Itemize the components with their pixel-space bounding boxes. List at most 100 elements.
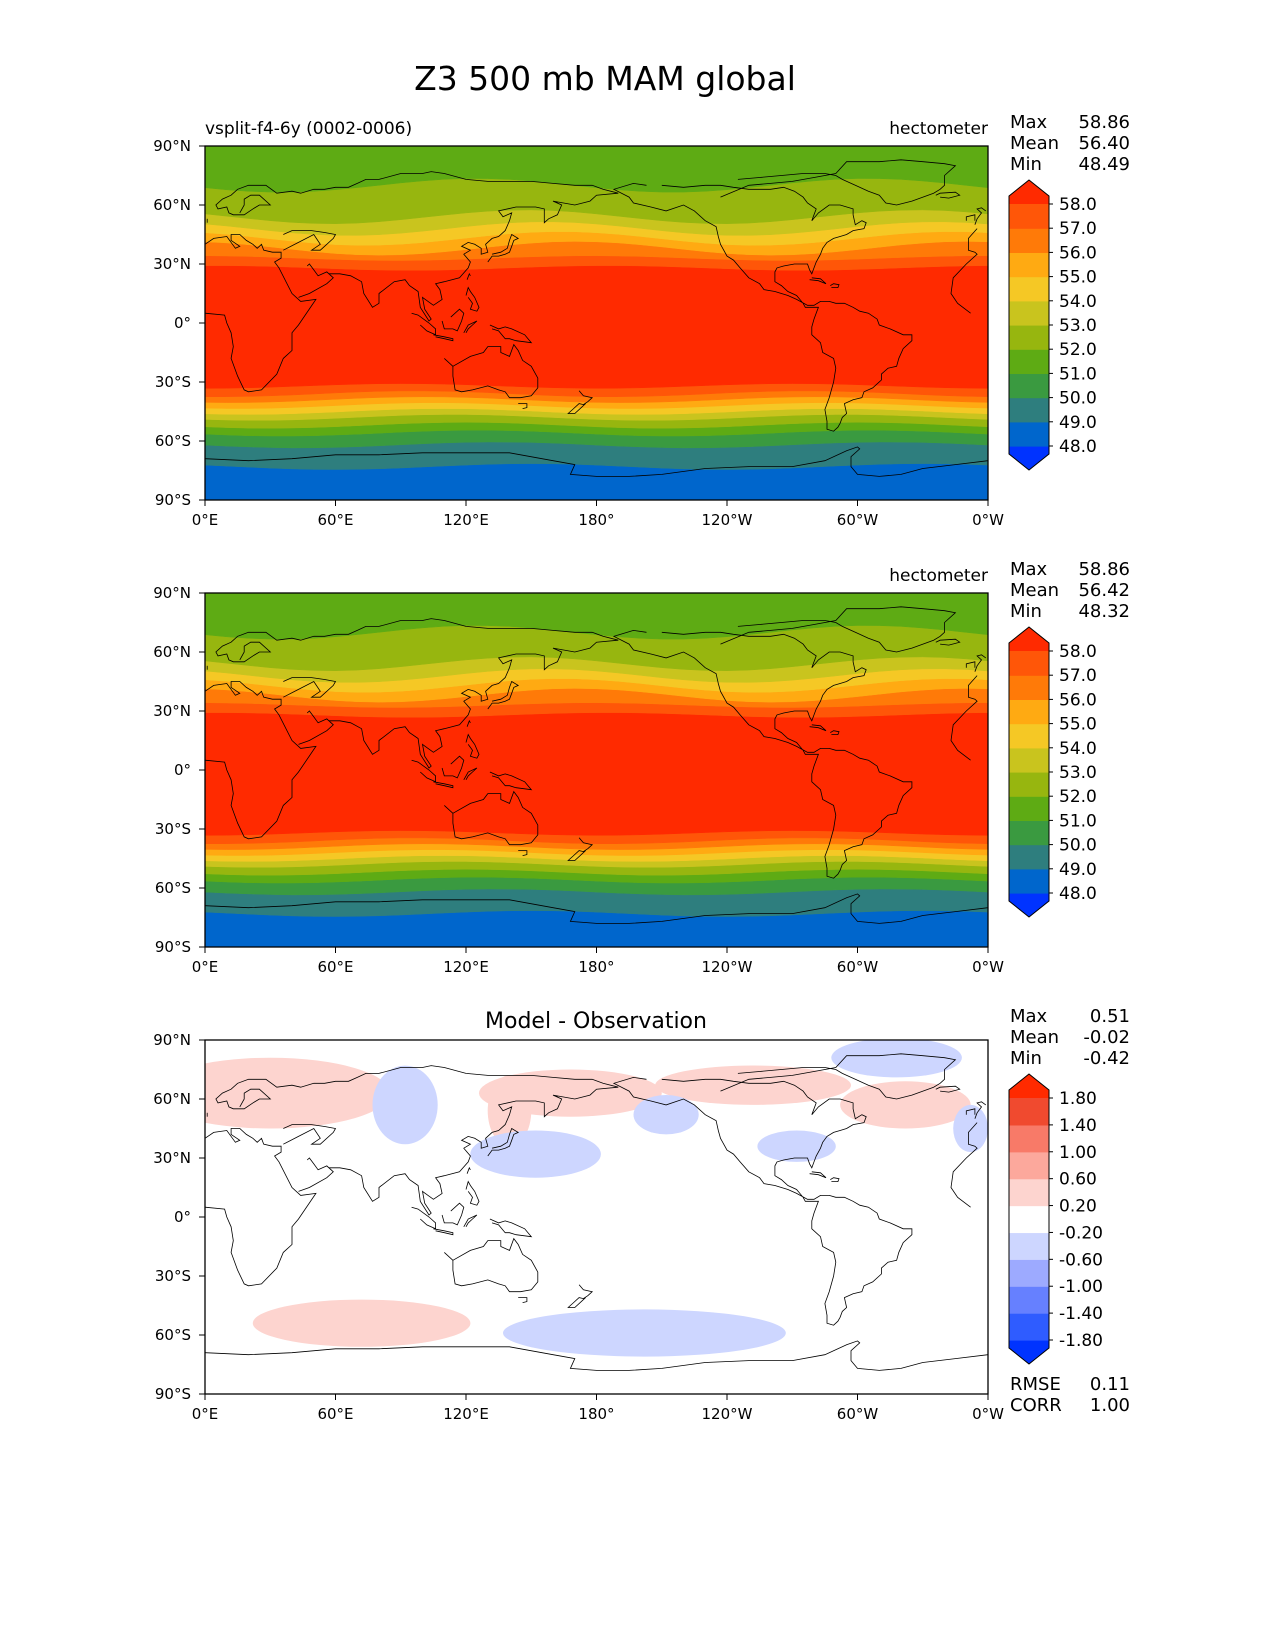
stats-box: Max 58.86 Mean 56.40 Min 48.49 — [1010, 112, 1130, 175]
colorbar-segment — [1009, 349, 1049, 374]
x-tick-label: 0°E — [192, 1405, 219, 1423]
coastline — [204, 1340, 989, 1371]
colorbar-segment — [1009, 820, 1049, 846]
x-tick-label: 60°W — [837, 958, 879, 976]
units-label: hectometer — [889, 566, 988, 586]
colorbar-tick-label: 54.0 — [1059, 292, 1097, 312]
units-label: hectometer — [889, 119, 988, 139]
coastline — [466, 272, 471, 280]
x-tick-label: 120°E — [443, 511, 489, 529]
contour-band — [205, 265, 988, 389]
colorbar-extend-low — [1009, 446, 1049, 470]
x-tick-label: 60°E — [317, 1405, 353, 1423]
y-tick-label: 30°N — [153, 702, 191, 720]
coastline — [830, 283, 840, 289]
colorbar: 48.0 49.0 50.0 51.0 52.0 53.0 54.0 55.0 56.0 57.0… — [1008, 626, 1097, 918]
stats-box: Max 58.86 Mean 56.42 Min 48.32 — [1010, 559, 1130, 622]
stat-label: Max — [1010, 112, 1048, 133]
coastline — [720, 606, 957, 653]
positive-anomaly — [840, 1081, 971, 1129]
panel-subtitle-left: vsplit-f4-6y (0002-0006) — [205, 119, 412, 139]
y-tick-label: 30°S — [155, 373, 191, 391]
coastlines — [204, 606, 989, 924]
x-tick-label: 60°W — [837, 511, 879, 529]
colorbar-segment — [1009, 747, 1049, 773]
coastline — [283, 1124, 337, 1145]
colorbar-tick-label: 56.0 — [1059, 690, 1097, 710]
colorbar-tick-label: 58.0 — [1059, 642, 1097, 662]
colorbar-tick-label: 58.0 — [1059, 195, 1097, 215]
coastline — [950, 228, 978, 314]
coastline — [463, 320, 478, 333]
colorbar-tick-label: 56.0 — [1059, 243, 1097, 263]
coastline — [612, 182, 913, 432]
x-tick-label: 120°W — [702, 511, 753, 529]
coastline — [830, 1177, 840, 1183]
stat-label: Mean — [1010, 133, 1059, 154]
negative-anomaly — [633, 1095, 699, 1135]
x-tick-label: 0°E — [192, 511, 219, 529]
x-tick-label: 60°E — [317, 511, 353, 529]
stat-value: 0.51 — [1090, 1006, 1130, 1027]
coastline — [466, 1166, 471, 1174]
coastline — [487, 680, 520, 710]
contour-band — [205, 712, 988, 836]
x-tick-label: 0°W — [972, 1405, 1004, 1423]
colorbar-segment — [1009, 204, 1049, 229]
colorbar-segment — [1009, 1098, 1049, 1126]
coastline — [567, 1284, 594, 1308]
coastline — [283, 230, 337, 251]
colorbar-tick-label: 1.00 — [1059, 1143, 1097, 1163]
colorbar-tick-label: 53.0 — [1059, 316, 1097, 336]
y-tick-label: 30°S — [155, 1267, 191, 1285]
colorbar-segment — [1009, 1205, 1049, 1234]
colorbar-tick-label: 1.80 — [1059, 1089, 1097, 1109]
x-tick-label: 0°W — [972, 511, 1004, 529]
stat-value: 0.11 — [1090, 1374, 1130, 1395]
coastline — [974, 1101, 987, 1119]
y-axis: 90°N 60°N 30°N 0° 30°S 60°S 90°S — [153, 137, 205, 509]
colorbar-segment — [1009, 1259, 1049, 1287]
colorbar-tick-label: -0.60 — [1059, 1250, 1103, 1270]
stat-value: 58.86 — [1078, 112, 1130, 133]
coastlines — [204, 1053, 989, 1371]
coastline — [935, 191, 961, 199]
coastline — [830, 730, 840, 736]
colorbar-outline — [1008, 179, 1050, 471]
colorbar-outline — [1008, 1073, 1050, 1365]
colorbar: 48.0 49.0 50.0 51.0 52.0 53.0 54.0 55.0 56.0 57.0… — [1008, 179, 1097, 471]
positive-anomaly — [487, 1075, 532, 1147]
coastline — [809, 1171, 827, 1179]
coastline — [463, 767, 478, 780]
colorbar-tick-label: 57.0 — [1059, 666, 1097, 686]
colorbar-tick-label: 51.0 — [1059, 364, 1097, 384]
coastline — [204, 234, 317, 393]
x-tick-label: 120°W — [702, 958, 753, 976]
colorbar-tick-label: 57.0 — [1059, 219, 1097, 239]
colorbar-tick-label: 50.0 — [1059, 836, 1097, 856]
coastline — [809, 724, 827, 732]
coastline — [974, 207, 987, 225]
y-tick-label: 0° — [174, 314, 191, 332]
coastline — [720, 159, 957, 206]
colorbar-segment — [1009, 723, 1049, 749]
colorbar-segment — [1009, 1313, 1049, 1341]
coastline — [965, 1108, 976, 1115]
colorbar-segment — [1009, 844, 1049, 870]
contour-field — [205, 593, 988, 947]
y-tick-label: 90°N — [153, 1031, 191, 1049]
stat-label: Min — [1010, 154, 1042, 175]
stat-label: Max — [1010, 1006, 1048, 1027]
coastline — [567, 390, 594, 414]
colorbar-extend-high — [1009, 180, 1049, 204]
y-axis: 90°N 60°N 30°N 0° 30°S 60°S 90°S — [153, 584, 205, 956]
y-tick-label: 0° — [174, 1208, 191, 1226]
coastline — [518, 403, 528, 409]
x-tick-label: 180° — [578, 1405, 614, 1423]
panel-model: 0°E 60°E 120°E 180° 120°W 60°W 0°W 90°N 60°N 30°… — [153, 112, 1130, 529]
y-tick-label: 90°N — [153, 137, 191, 155]
stat-value: 48.32 — [1078, 601, 1130, 622]
error-stats-box: RMSE 0.11 CORR 1.00 — [1010, 1374, 1130, 1416]
colorbar-tick-label: 52.0 — [1059, 340, 1097, 360]
coastline — [489, 324, 533, 344]
